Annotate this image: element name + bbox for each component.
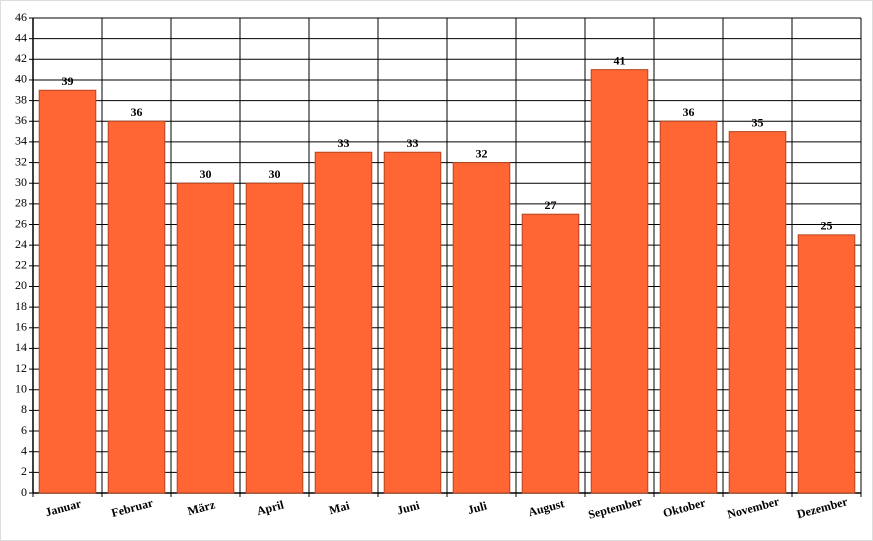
y-tick-label: 20 [15, 278, 27, 292]
value-label: 41 [614, 53, 626, 67]
bar [38, 89, 97, 494]
value-label: 25 [821, 219, 833, 233]
bar [314, 151, 373, 494]
y-tick-label: 42 [15, 51, 27, 65]
y-tick-label: 6 [21, 423, 27, 437]
y-tick-label: 22 [15, 258, 27, 272]
y-tick-label: 28 [15, 196, 27, 210]
value-label: 30 [200, 167, 212, 181]
value-label: 33 [338, 136, 350, 150]
value-label: 39 [62, 74, 74, 88]
y-tick-label: 0 [21, 485, 27, 499]
y-tick-label: 30 [15, 175, 27, 189]
value-label: 30 [269, 167, 281, 181]
y-tick-label: 10 [15, 381, 27, 395]
y-tick-label: 14 [15, 340, 27, 354]
y-tick-label: 4 [21, 443, 27, 457]
y-tick-label: 34 [15, 134, 27, 148]
bar [797, 234, 856, 494]
value-label: 32 [476, 146, 488, 160]
bar [383, 151, 442, 494]
bar [245, 182, 304, 494]
y-tick-label: 40 [15, 72, 27, 86]
y-tick-label: 2 [21, 464, 27, 478]
bar [521, 213, 580, 494]
value-label: 33 [407, 136, 419, 150]
bar [728, 131, 787, 494]
bar [107, 120, 166, 494]
bar [659, 120, 718, 494]
y-tick-label: 24 [15, 237, 27, 251]
value-label: 36 [683, 105, 695, 119]
y-tick-label: 12 [15, 361, 27, 375]
x-tick-label: Mai [327, 498, 351, 517]
y-tick-label: 36 [15, 113, 27, 127]
y-tick-label: 32 [15, 154, 27, 168]
value-label: 27 [545, 198, 557, 212]
x-tick-label: Juli [466, 498, 489, 517]
y-tick-label: 44 [15, 30, 27, 44]
y-tick-label: 26 [15, 216, 27, 230]
y-tick-label: 18 [15, 299, 27, 313]
x-tick-label: Juni [395, 498, 421, 518]
value-label: 35 [752, 115, 764, 129]
bar [176, 182, 235, 494]
y-tick-label: 16 [15, 320, 27, 334]
bar [452, 162, 511, 494]
value-label: 36 [131, 105, 143, 119]
y-tick-label: 38 [15, 92, 27, 106]
y-tick-label: 46 [15, 10, 27, 24]
y-tick-label: 8 [21, 402, 27, 416]
bar [590, 69, 649, 494]
